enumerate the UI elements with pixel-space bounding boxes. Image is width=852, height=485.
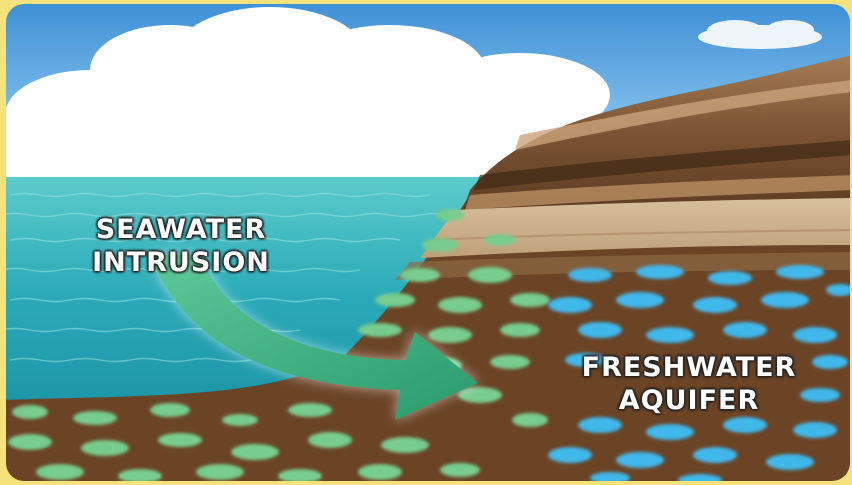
freshwater-label-line2: AQUIFER xyxy=(618,385,760,416)
cloud-small xyxy=(698,20,822,49)
saltwater-pockets xyxy=(8,209,550,481)
seawater-intrusion-label: SEAWATER INTRUSION xyxy=(70,213,292,279)
freshwater-label-line1: FRESHWATER xyxy=(581,352,797,383)
sea-ripples xyxy=(6,192,451,363)
seawater-label-line2: INTRUSION xyxy=(92,247,270,278)
intrusion-arrow xyxy=(150,255,478,420)
seawater-label-line1: SEAWATER xyxy=(95,214,267,245)
freshwater-pockets xyxy=(548,265,850,481)
freshwater-aquifer-label: FRESHWATER AQUIFER xyxy=(558,351,820,417)
cliff-strata xyxy=(395,55,850,280)
